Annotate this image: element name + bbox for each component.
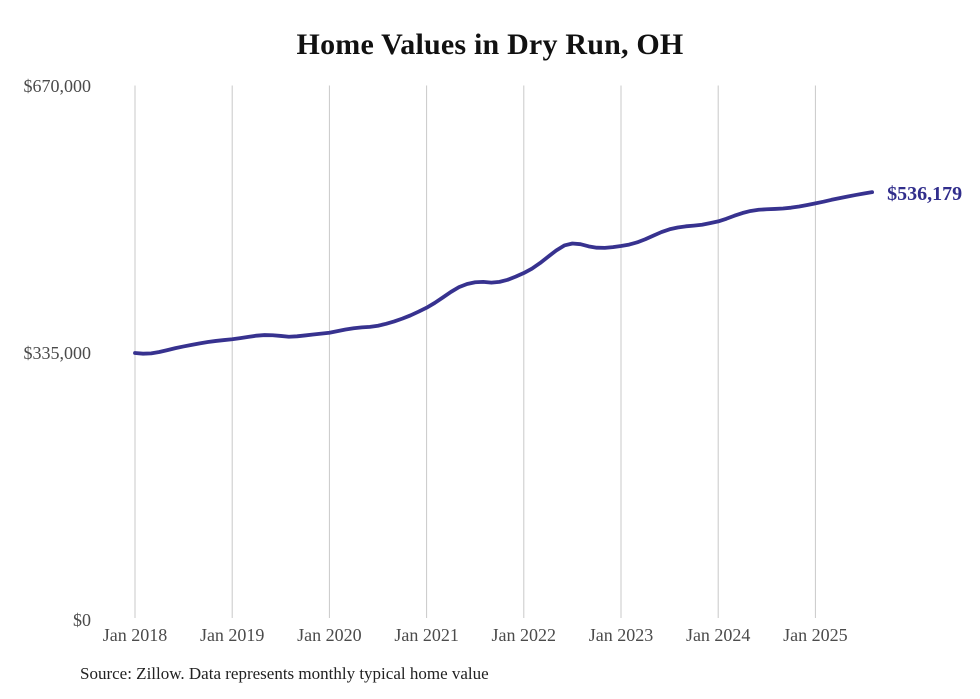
x-tick-label: Jan 2025 <box>783 625 848 645</box>
source-note: Source: Zillow. Data represents monthly … <box>80 664 489 683</box>
x-tick-label: Jan 2020 <box>297 625 362 645</box>
latest-value-label: $536,179 <box>887 183 962 205</box>
home-value-series-line <box>133 190 874 356</box>
x-tick-label: Jan 2023 <box>589 625 654 645</box>
x-tick-label: Jan 2021 <box>394 625 459 645</box>
y-tick-label: $0 <box>73 610 91 630</box>
x-tick-label: Jan 2022 <box>492 625 557 645</box>
x-tick-label: Jan 2019 <box>200 625 265 645</box>
x-tick-label: Jan 2018 <box>103 625 168 645</box>
x-tick-label: Jan 2024 <box>686 625 751 645</box>
chart-title: Home Values in Dry Run, OH <box>296 28 684 61</box>
y-tick-label: $335,000 <box>24 343 92 363</box>
y-tick-label: $670,000 <box>24 76 92 96</box>
